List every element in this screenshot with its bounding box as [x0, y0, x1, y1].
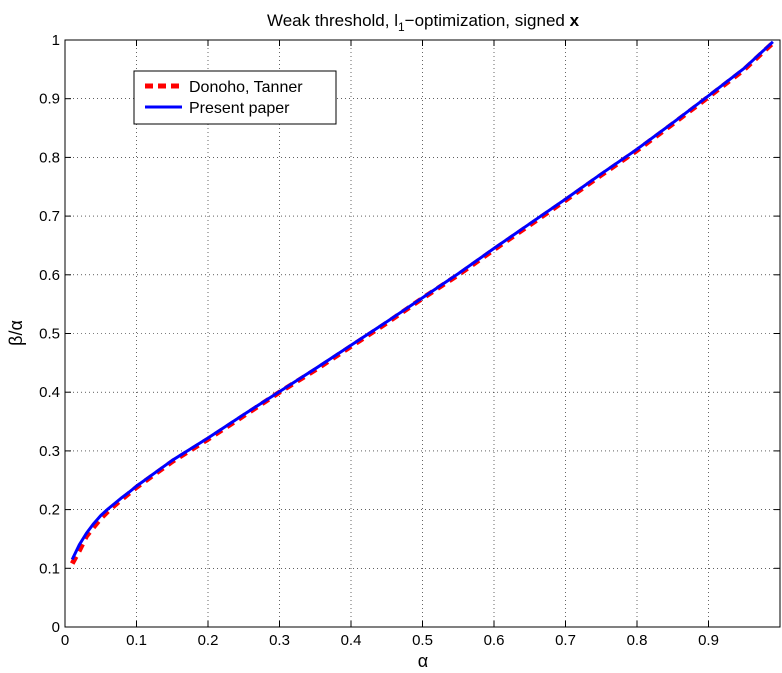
x-tick-label: 0.1: [126, 632, 147, 649]
y-tick-label: 0.2: [39, 502, 60, 519]
x-tick-label: 0.9: [698, 632, 719, 649]
x-tick-label: 0.7: [555, 632, 576, 649]
legend-label-donoho-tanner: Donoho, Tanner: [189, 79, 303, 96]
x-tick-label: 0.5: [412, 632, 433, 649]
y-tick-label: 0.3: [39, 443, 60, 460]
x-tick-label: 0.3: [269, 632, 290, 649]
y-tick-label: 0.5: [39, 326, 60, 343]
x-tick-label: 0.6: [484, 632, 505, 649]
chart-title: Weak threshold, l1−optimization, signed …: [267, 11, 580, 34]
y-tick-label: 1: [52, 32, 60, 49]
x-tick-label: 0.2: [198, 632, 219, 649]
x-tick-label: 0.4: [341, 632, 362, 649]
plot-area: [65, 40, 780, 627]
x-tick-label: 0: [61, 632, 69, 649]
legend: Donoho, Tanner Present paper: [133, 70, 337, 125]
x-tick-label: 0.8: [627, 632, 648, 649]
y-tick-label: 0: [52, 619, 60, 636]
y-tick-label: 0.6: [39, 267, 60, 284]
series-line-present-paper: [70, 40, 774, 561]
ticks: 0 0.1 0.2 0.3 0.4 0.5 0.6 0.7 0.8 0.9 0 0.1 0.2 0.3 0.…: [39, 32, 780, 649]
title-prefix: Weak threshold, l: [267, 11, 398, 30]
x-axis-label: α: [418, 651, 428, 671]
series-layer: [70, 40, 775, 565]
y-tick-label: 0.8: [39, 149, 60, 166]
title-bold: x: [570, 11, 580, 30]
y-tick-label: 0.7: [39, 208, 60, 225]
legend-label-present-paper: Present paper: [189, 100, 290, 117]
y-axis-label: β/α: [6, 320, 26, 346]
title-middle: −optimization, signed: [405, 11, 570, 30]
legend-box: [133, 70, 337, 125]
title-subscript: 1: [398, 20, 405, 34]
y-tick-label: 0.9: [39, 91, 60, 108]
y-tick-label: 0.1: [39, 560, 60, 577]
y-tick-label: 0.4: [39, 384, 60, 401]
